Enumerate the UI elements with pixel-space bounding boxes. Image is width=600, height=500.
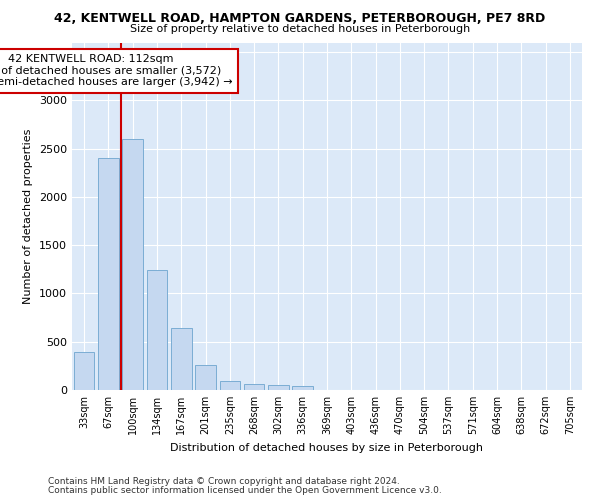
Bar: [292, 386, 313, 390]
X-axis label: Distribution of detached houses by size in Peterborough: Distribution of detached houses by size …: [170, 442, 484, 452]
Y-axis label: Number of detached properties: Number of detached properties: [23, 128, 34, 304]
Text: Size of property relative to detached houses in Peterborough: Size of property relative to detached ho…: [130, 24, 470, 34]
Text: 42, KENTWELL ROAD, HAMPTON GARDENS, PETERBOROUGH, PE7 8RD: 42, KENTWELL ROAD, HAMPTON GARDENS, PETE…: [55, 12, 545, 26]
Bar: [122, 139, 143, 390]
Bar: [244, 384, 265, 390]
Bar: [98, 158, 119, 390]
Bar: [220, 381, 240, 390]
Bar: [195, 366, 216, 390]
Text: Contains HM Land Registry data © Crown copyright and database right 2024.: Contains HM Land Registry data © Crown c…: [48, 477, 400, 486]
Bar: [146, 270, 167, 390]
Bar: [171, 328, 191, 390]
Text: Contains public sector information licensed under the Open Government Licence v3: Contains public sector information licen…: [48, 486, 442, 495]
Text: 42 KENTWELL ROAD: 112sqm
← 47% of detached houses are smaller (3,572)
52% of sem: 42 KENTWELL ROAD: 112sqm ← 47% of detach…: [0, 54, 233, 88]
Bar: [268, 384, 289, 390]
Bar: [74, 352, 94, 390]
